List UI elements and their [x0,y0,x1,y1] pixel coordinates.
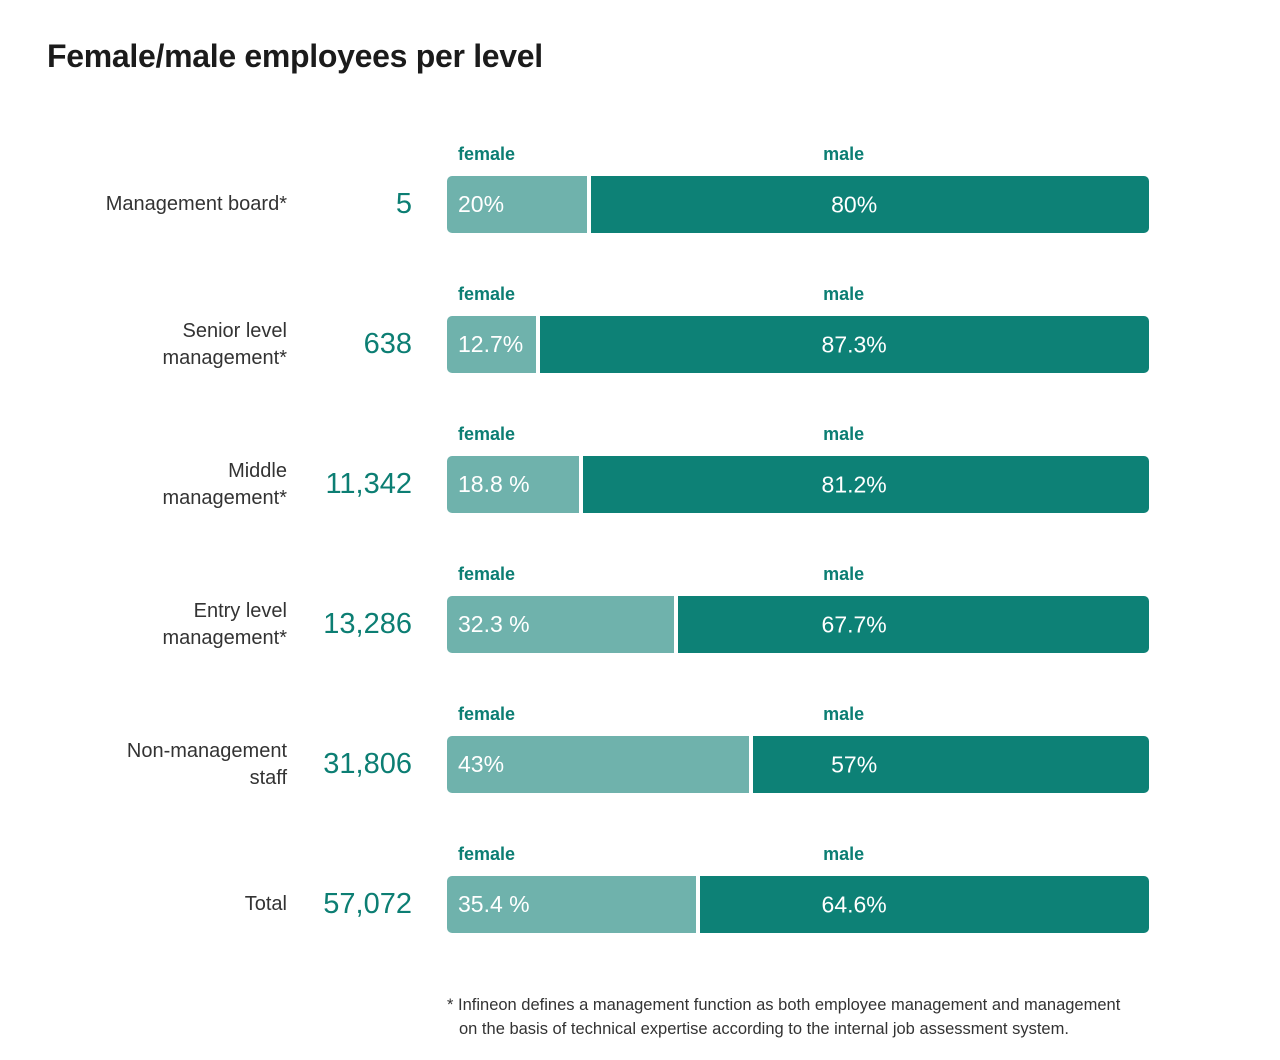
row-bars: female male 18.8 % 81.2% [447,420,1149,560]
male-bar-segment [540,316,1149,373]
female-header-label: female [458,284,516,304]
row-bars: female male 12.7% 87.3% [447,280,1149,420]
male-percent-label: 87.3% [821,331,887,357]
row-count: 638 [363,328,412,360]
bar-strip: 35.4 % 64.6% [447,876,1149,933]
row-label: Total [244,893,287,915]
table-row: Middle management* 11,342 female male 18… [47,420,1149,560]
page-title: Female/male employees per level [47,38,543,74]
male-header-label: male [823,704,865,724]
row-count: 31,806 [323,748,412,780]
bar-strip: 43% 57% [447,736,1149,793]
row-bars: female male 43% 57% [447,700,1149,840]
row-count: 5 [395,188,412,220]
male-bar-segment [677,596,1149,653]
row-count: 57,072 [323,888,412,920]
table-row: Senior level management* 638 female male… [47,280,1149,420]
bar-strip: 18.8 % 81.2% [447,456,1149,513]
row-count: 11,342 [325,468,412,500]
male-bar-segment [699,876,1149,933]
female-percent-label: 32.3 % [458,611,530,637]
bar-strip: 32.3 % 67.7% [447,596,1149,653]
female-bar-segment: 32.3 % [447,596,674,653]
male-header-label: male [823,844,865,864]
female-bar-segment: 35.4 % [447,876,696,933]
male-percent-label: 80% [831,191,878,217]
female-header-label: female [458,704,516,724]
table-row: Entry level management* 13,286 female ma… [47,560,1149,700]
row-label: Senior level management* [162,319,287,369]
row-label: Middle management* [162,459,287,509]
male-bar-segment [582,456,1149,513]
row-bars: female male 35.4 % 64.6% [447,840,1149,980]
female-percent-label: 35.4 % [458,891,530,917]
female-percent-label: 20% [458,191,505,217]
female-percent-label: 12.7% [458,331,524,357]
female-bar-segment: 18.8 % [447,456,579,513]
row-count: 13,286 [323,608,412,640]
row-bars: female male 20% 80% [447,140,1149,280]
male-percent-label: 81.2% [821,471,887,497]
row-label: Entry level management* [162,599,287,649]
rows: Management board* 5 female male 20% 80% … [47,140,1149,980]
row-label: Non-management staff [126,739,287,789]
table-row: Total 57,072 female male 35.4 % 64.6% [47,840,1149,980]
row-label: Management board* [105,193,287,215]
table-row: Management board* 5 female male 20% 80% [47,140,1149,280]
male-percent-label: 67.7% [821,611,887,637]
female-percent-label: 43% [458,751,505,777]
female-bar-segment: 12.7% [447,316,537,373]
bar-strip: 20% 80% [447,176,1149,233]
table-row: Non-management staff 31,806 female male … [47,700,1149,840]
male-header-label: male [823,424,865,444]
male-header-label: male [823,144,865,164]
female-header-label: female [458,564,516,584]
row-bars: female male 32.3 % 67.7% [447,560,1149,700]
bar-strip: 12.7% 87.3% [447,316,1149,373]
female-bar-segment: 43% [447,736,749,793]
male-bar-segment [591,176,1149,233]
male-bar-segment [752,736,1149,793]
female-bar-segment: 20% [447,176,588,233]
female-header-label: female [458,144,516,164]
male-percent-label: 57% [831,751,878,777]
male-header-label: male [823,284,865,304]
female-percent-label: 18.8 % [458,471,530,497]
male-header-label: male [823,564,865,584]
male-percent-label: 64.6% [821,891,887,917]
female-header-label: female [458,844,516,864]
female-header-label: female [458,424,516,444]
footnote: * Infineon defines a management function… [447,996,1121,1038]
